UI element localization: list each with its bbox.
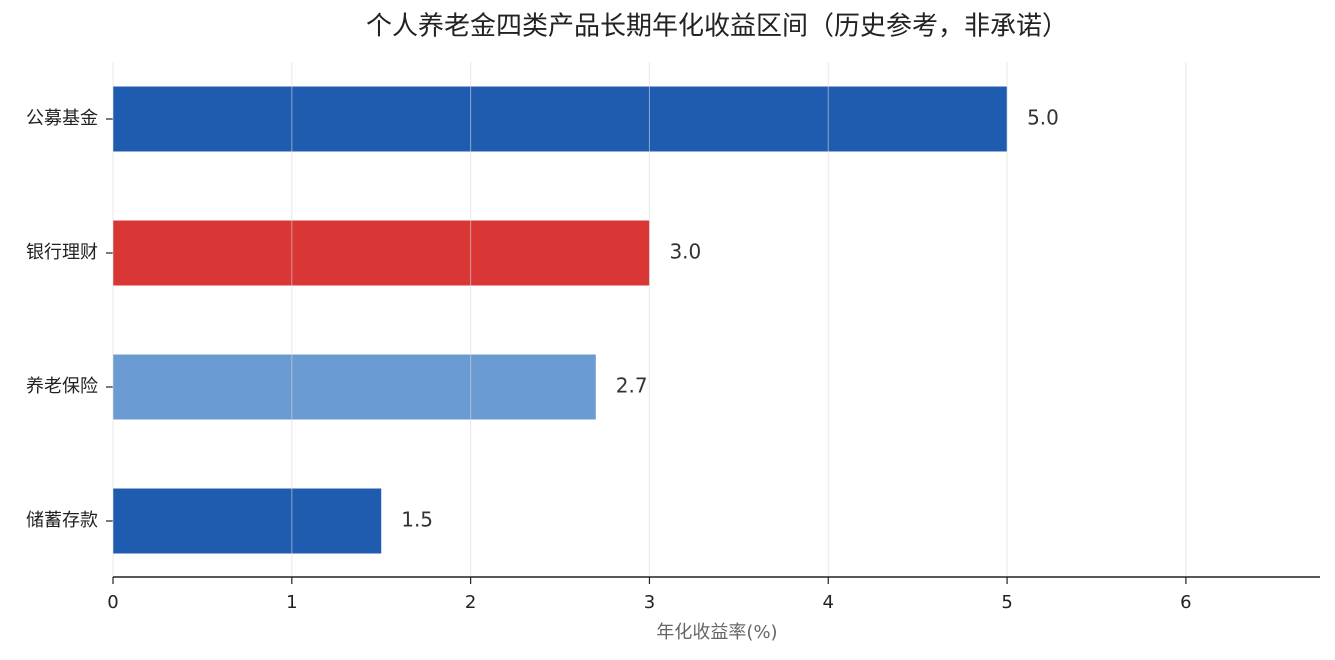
x-tick-label: 2 bbox=[465, 592, 476, 613]
value-label: 2.7 bbox=[616, 374, 648, 398]
x-tick-label: 0 bbox=[107, 592, 118, 613]
x-tick-label: 4 bbox=[823, 592, 834, 613]
value-label: 1.5 bbox=[401, 508, 433, 532]
x-axis-label: 年化收益率(%) bbox=[656, 622, 777, 643]
value-label: 3.0 bbox=[669, 240, 701, 264]
value-label: 5.0 bbox=[1027, 106, 1059, 130]
y-tick-label: 储蓄存款 bbox=[26, 510, 98, 531]
bar bbox=[113, 488, 382, 554]
bar bbox=[113, 354, 596, 420]
y-tick-label: 养老保险 bbox=[26, 376, 98, 397]
y-tick-label: 公募基金 bbox=[26, 108, 98, 129]
x-tick-label: 3 bbox=[644, 592, 655, 613]
bar bbox=[113, 220, 650, 286]
x-tick-label: 5 bbox=[1001, 592, 1012, 613]
x-tick-label: 6 bbox=[1180, 592, 1191, 613]
chart-title: 个人养老金四类产品长期年化收益区间（历史参考，非承诺） bbox=[366, 12, 1068, 42]
y-tick-label: 银行理财 bbox=[26, 242, 98, 263]
bar bbox=[113, 86, 1008, 152]
x-tick-label: 1 bbox=[286, 592, 297, 613]
